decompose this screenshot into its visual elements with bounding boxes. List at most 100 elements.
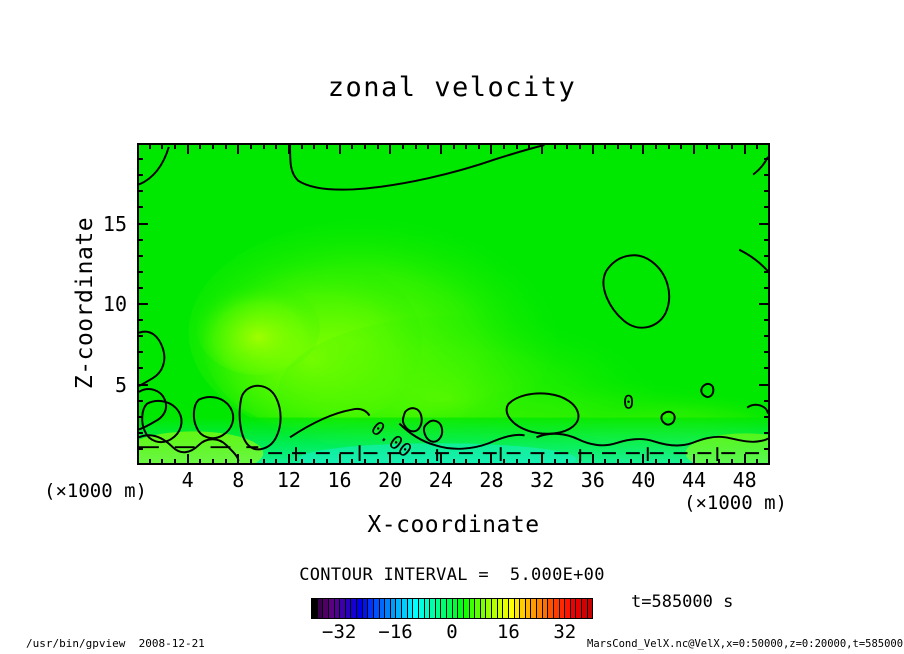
- colorbar-swatch: [587, 599, 593, 618]
- x-tick-mark: [591, 143, 594, 154]
- x-tick-mark: [325, 143, 328, 149]
- colorbar-swatch: [582, 599, 588, 618]
- x-tick-mark: [287, 454, 290, 465]
- x-tick-mark: [743, 454, 746, 465]
- x-tick-mark: [629, 459, 632, 465]
- colorbar-swatch: [430, 599, 436, 618]
- x-tick-label: 36: [580, 468, 605, 492]
- y-tick-mark: [137, 238, 143, 241]
- x-axis-unit-right: (×1000 m): [684, 492, 787, 514]
- y-tick-mark: [764, 286, 770, 289]
- x-tick-mark: [262, 459, 265, 465]
- x-tick-mark: [389, 454, 392, 465]
- colorbar[interactable]: [311, 598, 593, 619]
- colorbar-tick-label: 0: [446, 621, 458, 643]
- colorbar-tick-label: 32: [553, 621, 577, 643]
- x-tick-mark: [528, 459, 531, 465]
- y-tick-mark: [764, 158, 770, 161]
- x-tick-mark: [490, 143, 493, 154]
- x-tick-mark: [452, 459, 455, 465]
- x-tick-label: 44: [681, 468, 707, 492]
- colorbar-swatch: [520, 599, 526, 618]
- x-tick-mark: [629, 143, 632, 149]
- x-tick-mark: [604, 143, 607, 149]
- x-tick-mark: [756, 143, 759, 149]
- y-tick-mark: [137, 190, 143, 193]
- x-tick-label: 20: [378, 468, 403, 492]
- x-tick-mark: [731, 459, 734, 465]
- x-tick-mark: [237, 454, 240, 465]
- colorbar-swatch: [402, 599, 408, 618]
- colorbar-swatch: [441, 599, 447, 618]
- x-tick-mark: [705, 143, 708, 149]
- y-tick-mark: [764, 190, 770, 193]
- x-tick-mark: [363, 459, 366, 465]
- x-tick-label: 8: [232, 468, 245, 492]
- y-tick-mark: [764, 254, 770, 257]
- x-tick-label: 32: [530, 468, 555, 492]
- x-tick-mark: [313, 143, 316, 149]
- colorbar-swatch: [379, 599, 386, 618]
- x-tick-mark: [173, 143, 176, 149]
- y-tick-mark: [137, 383, 148, 386]
- colorbar-swatch: [503, 599, 509, 618]
- colorbar-tick-label: −32: [322, 621, 357, 643]
- x-tick-mark: [617, 143, 620, 149]
- x-tick-mark: [705, 459, 708, 465]
- x-tick-mark: [617, 459, 620, 465]
- page-title: zonal velocity: [327, 72, 577, 103]
- x-tick-mark: [300, 143, 303, 149]
- colorbar-swatch: [362, 599, 369, 618]
- contour-interval-note: CONTOUR INTERVAL = 5.000E+00: [299, 565, 605, 585]
- colorbar-tick-label: 16: [496, 621, 520, 643]
- x-tick-mark: [287, 143, 290, 154]
- x-tick-mark: [325, 459, 328, 465]
- y-tick-mark: [137, 254, 143, 257]
- colorbar-swatch: [418, 599, 425, 618]
- x-tick-mark: [211, 459, 214, 465]
- x-tick-mark: [148, 143, 151, 149]
- y-tick-mark: [137, 158, 143, 161]
- x-tick-mark: [351, 459, 354, 465]
- colorbar-swatch: [475, 599, 481, 618]
- x-tick-mark: [579, 143, 582, 149]
- x-tick-mark: [667, 459, 670, 465]
- x-axis-unit-left: (×1000 m): [44, 480, 147, 502]
- colorbar-swatch: [531, 599, 537, 618]
- contour-label-zero-short: 0: [623, 393, 634, 414]
- x-tick-mark: [363, 143, 366, 149]
- x-tick-mark: [667, 143, 670, 149]
- x-tick-mark: [427, 143, 430, 149]
- y-tick-mark: [137, 174, 143, 177]
- colorbar-swatch: [525, 599, 532, 618]
- x-tick-mark: [224, 143, 227, 149]
- x-tick-mark: [186, 454, 189, 465]
- colorbar-swatches[interactable]: [311, 598, 593, 619]
- colorbar-swatch: [407, 599, 414, 618]
- colorbar-swatch: [435, 599, 442, 618]
- colorbar-swatch: [424, 599, 431, 618]
- x-tick-mark: [414, 143, 417, 149]
- x-tick-mark: [401, 143, 404, 149]
- contour-plot-frame[interactable]: 0.00 0: [137, 143, 770, 465]
- y-tick-mark: [764, 319, 770, 322]
- x-tick-mark: [199, 143, 202, 149]
- colorbar-tick-label: −16: [378, 621, 413, 643]
- x-tick-mark: [249, 459, 252, 465]
- colorbar-swatch: [548, 599, 554, 618]
- colorbar-swatch: [368, 599, 374, 618]
- x-tick-mark: [148, 459, 151, 465]
- x-tick-mark: [579, 459, 582, 465]
- x-tick-mark: [743, 143, 746, 154]
- x-tick-mark: [237, 143, 240, 154]
- colorbar-swatch: [334, 599, 341, 618]
- x-tick-mark: [566, 143, 569, 149]
- y-tick-mark: [137, 351, 143, 354]
- y-tick-mark: [764, 399, 770, 402]
- y-tick-mark: [764, 431, 770, 434]
- colorbar-swatch: [553, 599, 560, 618]
- x-tick-mark: [173, 459, 176, 465]
- x-tick-mark: [351, 143, 354, 149]
- x-tick-mark: [541, 454, 544, 465]
- x-tick-mark: [275, 143, 278, 149]
